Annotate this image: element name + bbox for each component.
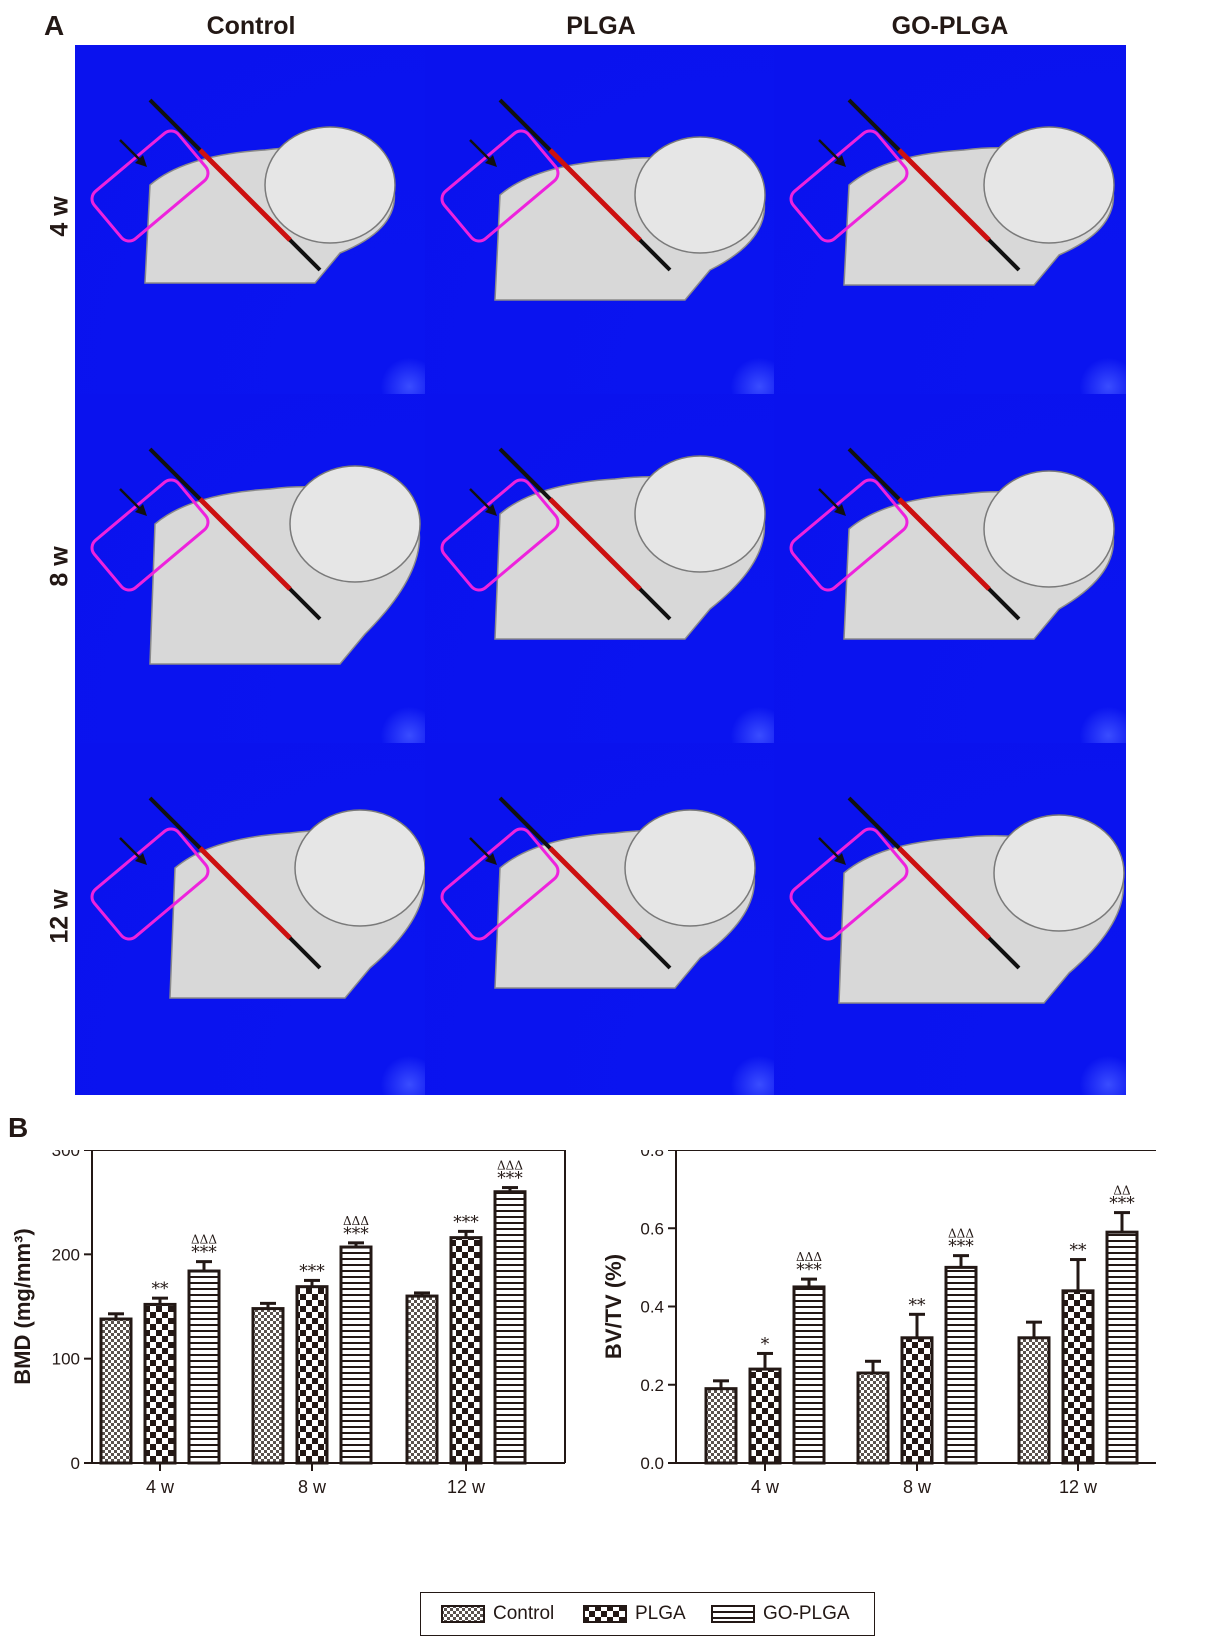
bar-plga-12w — [1061, 1289, 1095, 1465]
bar-go-plga-8w — [339, 1245, 373, 1465]
significance-mark-delta: ΔΔΔ — [497, 1159, 523, 1173]
column-header-plga: PLGA — [566, 12, 636, 40]
femoral-head — [624, 809, 756, 927]
legend-label-go-plga: GO-PLGA — [763, 1603, 850, 1624]
x-tick-label: 8 w — [903, 1477, 932, 1497]
y-tick-label: 0.4 — [640, 1298, 664, 1317]
significance-mark-delta: ΔΔΔ — [191, 1233, 217, 1247]
micro-ct-image-plga-8w — [425, 394, 777, 746]
femoral-head — [993, 814, 1125, 932]
micro-ct-image-go-plga-4w — [774, 45, 1126, 397]
panel-b-letter: B — [8, 1112, 29, 1143]
x-tick-label: 12 w — [1059, 1477, 1098, 1497]
bar-go-plga-12w — [493, 1190, 527, 1465]
roi-box — [789, 478, 909, 592]
bar-control-4w — [704, 1387, 738, 1465]
bar-go-plga-4w — [792, 1285, 826, 1465]
legend: Control PLGA GO-PLGA — [420, 1592, 875, 1636]
roi-box — [440, 827, 560, 941]
bar-plga-4w — [143, 1302, 177, 1465]
bar-go-plga-12w — [1105, 1230, 1139, 1465]
x-tick-label: 4 w — [146, 1477, 175, 1497]
y-tick-label: 0 — [71, 1454, 80, 1473]
legend-swatch-control — [441, 1605, 485, 1623]
micro-ct-image-control-12w — [75, 743, 427, 1095]
bar-control-12w — [1017, 1336, 1051, 1465]
micro-ct-image-plga-4w — [425, 45, 777, 397]
legend-swatch-plga — [583, 1605, 627, 1623]
y-tick-label: 0.8 — [640, 1150, 664, 1160]
femoral-head — [294, 809, 426, 927]
significance-mark: *** — [497, 1169, 523, 1189]
significance-mark: *** — [796, 1260, 822, 1280]
femoral-head — [983, 470, 1115, 588]
row-label-8w: 8 w — [45, 546, 74, 587]
roi-box — [789, 827, 909, 941]
roi-box — [440, 478, 560, 592]
column-header-control: Control — [206, 12, 296, 40]
micro-ct-image-control-8w — [75, 394, 427, 746]
significance-mark-delta: ΔΔ — [1113, 1184, 1131, 1198]
bar-go-plga-4w — [187, 1269, 221, 1465]
y-tick-label: 0.2 — [640, 1376, 664, 1395]
bar-control-12w — [405, 1294, 439, 1465]
roi-box — [90, 478, 210, 592]
significance-mark: ** — [909, 1295, 927, 1315]
femoral-head — [983, 126, 1115, 244]
legend-label-plga: PLGA — [635, 1603, 686, 1624]
row-label-12w: 12 w — [45, 889, 74, 944]
roi-box — [789, 129, 909, 243]
roi-box — [440, 129, 560, 243]
significance-mark-delta: ΔΔΔ — [796, 1250, 822, 1264]
micro-ct-image-go-plga-12w — [774, 743, 1126, 1095]
column-header-go-plga: GO-PLGA — [891, 12, 1009, 40]
femoral-head — [634, 455, 766, 573]
bar-control-8w — [251, 1307, 285, 1465]
significance-mark: * — [761, 1334, 770, 1354]
significance-mark-delta: ΔΔΔ — [343, 1214, 369, 1228]
micro-ct-image-go-plga-8w — [774, 394, 1126, 746]
micro-ct-image-plga-12w — [425, 743, 777, 1095]
y-axis-label: BMD (mg/mm³) — [10, 1228, 35, 1384]
femoral-head — [264, 126, 396, 244]
significance-mark: *** — [343, 1224, 369, 1244]
bar-control-4w — [99, 1317, 133, 1465]
y-tick-label: 300 — [52, 1150, 80, 1160]
y-tick-label: 0.6 — [640, 1219, 664, 1238]
legend-swatch-go-plga — [711, 1605, 755, 1623]
panel-a-letter: A — [44, 10, 65, 41]
significance-mark: *** — [299, 1261, 325, 1281]
bar-plga-4w — [748, 1367, 782, 1465]
significance-mark: *** — [1109, 1194, 1135, 1214]
femoral-head — [289, 465, 421, 583]
y-tick-label: 200 — [52, 1245, 80, 1264]
significance-mark: *** — [948, 1237, 974, 1257]
significance-mark: *** — [453, 1212, 479, 1232]
legend-label-control: Control — [493, 1603, 555, 1624]
x-tick-label: 4 w — [751, 1477, 780, 1497]
bar-control-8w — [856, 1371, 890, 1465]
roi-box — [90, 827, 210, 941]
row-label-4w: 4 w — [45, 196, 74, 237]
femoral-head — [634, 136, 766, 254]
x-tick-label: 8 w — [298, 1477, 327, 1497]
micro-ct-image-control-4w — [75, 45, 427, 397]
significance-mark: ** — [152, 1279, 170, 1299]
y-axis-label: BV/TV (%) — [601, 1254, 626, 1359]
bar-plga-12w — [449, 1236, 483, 1465]
significance-mark: *** — [191, 1243, 217, 1263]
significance-mark: ** — [1070, 1241, 1088, 1261]
y-tick-label: 0.0 — [640, 1454, 664, 1473]
bar-go-plga-8w — [944, 1265, 978, 1465]
bar-plga-8w — [295, 1285, 329, 1465]
roi-box — [90, 129, 210, 243]
bar-plga-8w — [900, 1336, 934, 1465]
x-tick-label: 12 w — [447, 1477, 486, 1497]
significance-mark-delta: ΔΔΔ — [948, 1227, 974, 1241]
y-tick-label: 100 — [52, 1350, 80, 1369]
